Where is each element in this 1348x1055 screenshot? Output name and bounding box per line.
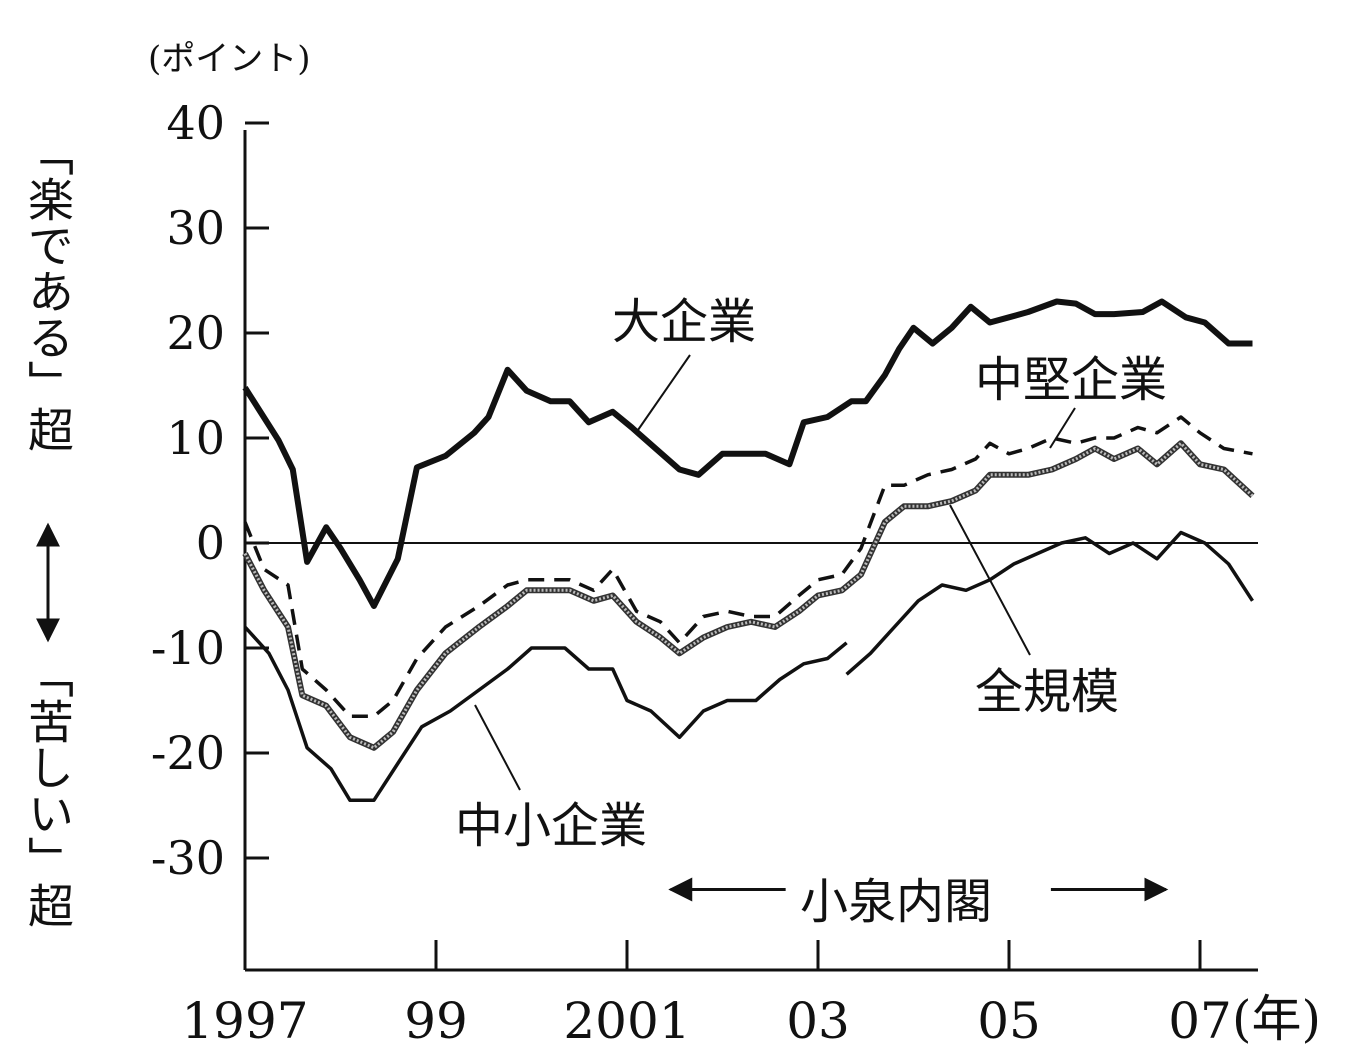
pointer-large: [637, 354, 691, 431]
y-tick-label: 20: [166, 306, 225, 360]
series-label-small: 中小企業: [455, 798, 647, 854]
series-line: [242, 440, 1255, 751]
y-tick-label: -10: [151, 621, 225, 675]
y-axis-label-top: 「楽である」超: [21, 130, 75, 452]
y-tick-label: -20: [151, 726, 225, 780]
x-tick-label: 2001: [563, 992, 690, 1050]
series-lines: [242, 298, 1255, 803]
y-unit-label: (ポイント): [148, 39, 311, 79]
koizumi-label: 小泉内閣: [800, 874, 992, 930]
pointer-mid: [1049, 407, 1076, 449]
pointer-all: [949, 504, 1031, 656]
series-line: [845, 530, 1254, 676]
series-label-mid: 中堅企業: [975, 352, 1167, 408]
x-tick-label: 07: [1168, 992, 1232, 1050]
y-tick-label: 0: [196, 516, 225, 570]
x-tick-label: 1997: [181, 992, 308, 1050]
x-tick-label: 99: [404, 992, 468, 1050]
series-label-large: 大企業: [612, 294, 756, 350]
pointer-small: [474, 704, 521, 791]
y-tick-label: 10: [166, 411, 225, 465]
x-unit-label: (年): [1232, 990, 1321, 1048]
series-line: [243, 415, 1253, 719]
series-label-all: 全規模: [975, 664, 1119, 720]
tick-labels: 40 30 20 10 0 -10 -20 -30 1997 99 2001 03 05 07: [151, 96, 1232, 1050]
axes: [243, 121, 1258, 972]
x-tick-label: 05: [977, 992, 1041, 1050]
y-tick-label: 30: [166, 201, 225, 255]
series-line: [243, 625, 848, 803]
y-tick-label: -30: [151, 831, 225, 885]
series-line: [242, 298, 1253, 609]
y-axis-label-bottom: 「苦しい」超: [21, 652, 75, 928]
y-tick-label: 40: [166, 96, 225, 150]
x-tick-label: 03: [786, 992, 850, 1050]
